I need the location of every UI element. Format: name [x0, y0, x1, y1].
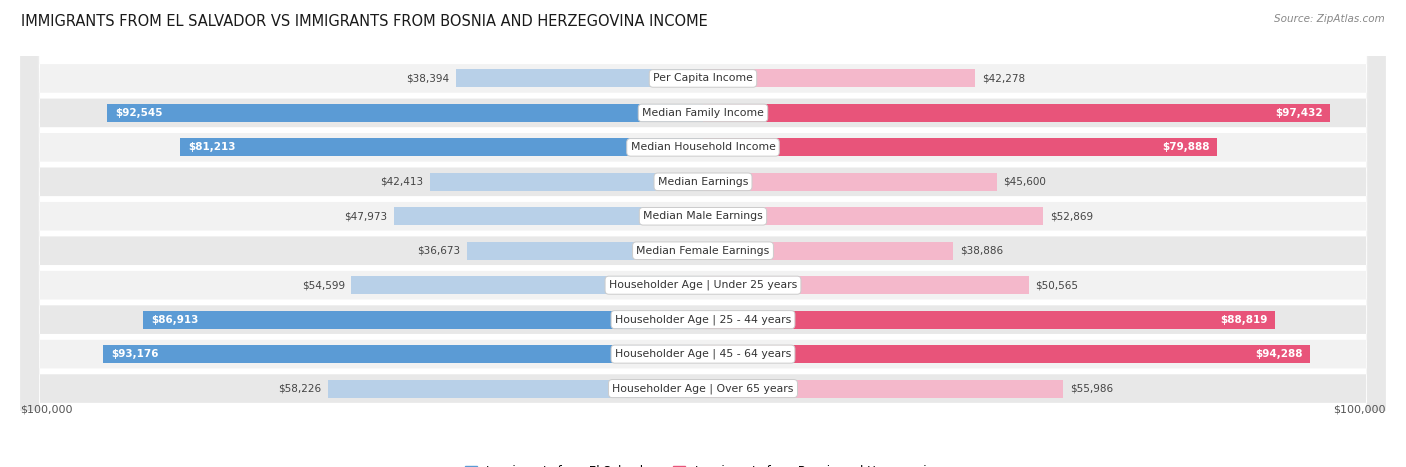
Bar — [394, 207, 703, 225]
Text: $55,986: $55,986 — [1070, 383, 1114, 394]
FancyBboxPatch shape — [21, 0, 1385, 467]
Text: Median Male Earnings: Median Male Earnings — [643, 211, 763, 221]
Text: $38,886: $38,886 — [960, 246, 1002, 256]
Text: $94,288: $94,288 — [1256, 349, 1302, 359]
Bar — [703, 138, 1218, 156]
Text: Householder Age | Over 65 years: Householder Age | Over 65 years — [612, 383, 794, 394]
FancyBboxPatch shape — [21, 0, 1385, 467]
FancyBboxPatch shape — [21, 0, 1385, 467]
Bar — [328, 380, 703, 397]
Legend: Immigrants from El Salvador, Immigrants from Bosnia and Herzegovina: Immigrants from El Salvador, Immigrants … — [460, 460, 946, 467]
FancyBboxPatch shape — [21, 0, 1385, 467]
Text: $79,888: $79,888 — [1163, 142, 1209, 152]
Text: $100,000: $100,000 — [1333, 405, 1385, 415]
Text: $58,226: $58,226 — [278, 383, 322, 394]
FancyBboxPatch shape — [21, 0, 1385, 467]
Text: Median Family Income: Median Family Income — [643, 108, 763, 118]
Bar — [143, 311, 703, 329]
Text: Median Earnings: Median Earnings — [658, 177, 748, 187]
Bar — [456, 70, 703, 87]
FancyBboxPatch shape — [21, 0, 1385, 467]
Bar — [703, 207, 1043, 225]
Bar — [703, 104, 1330, 122]
Text: $93,176: $93,176 — [111, 349, 159, 359]
Text: $54,599: $54,599 — [302, 280, 344, 290]
Text: $81,213: $81,213 — [188, 142, 235, 152]
Bar — [180, 138, 703, 156]
Bar — [703, 70, 976, 87]
Text: $86,913: $86,913 — [150, 315, 198, 325]
Text: $52,869: $52,869 — [1050, 211, 1092, 221]
Text: $47,973: $47,973 — [344, 211, 388, 221]
Text: $88,819: $88,819 — [1220, 315, 1267, 325]
Text: Median Household Income: Median Household Income — [630, 142, 776, 152]
FancyBboxPatch shape — [21, 0, 1385, 467]
Text: $50,565: $50,565 — [1035, 280, 1078, 290]
Text: Householder Age | 45 - 64 years: Householder Age | 45 - 64 years — [614, 349, 792, 359]
Bar — [703, 380, 1063, 397]
Bar — [352, 276, 703, 294]
Text: $97,432: $97,432 — [1275, 108, 1323, 118]
FancyBboxPatch shape — [21, 0, 1385, 467]
Text: $100,000: $100,000 — [21, 405, 73, 415]
Text: $42,278: $42,278 — [981, 73, 1025, 84]
Bar — [103, 345, 703, 363]
Text: $36,673: $36,673 — [418, 246, 460, 256]
Bar — [703, 173, 997, 191]
Bar — [467, 242, 703, 260]
Text: Householder Age | 25 - 44 years: Householder Age | 25 - 44 years — [614, 314, 792, 325]
Text: $38,394: $38,394 — [406, 73, 450, 84]
Bar — [703, 311, 1275, 329]
Text: Per Capita Income: Per Capita Income — [652, 73, 754, 84]
Bar — [703, 276, 1029, 294]
Bar — [703, 345, 1310, 363]
FancyBboxPatch shape — [21, 0, 1385, 467]
FancyBboxPatch shape — [21, 0, 1385, 467]
Text: $45,600: $45,600 — [1002, 177, 1046, 187]
Text: IMMIGRANTS FROM EL SALVADOR VS IMMIGRANTS FROM BOSNIA AND HERZEGOVINA INCOME: IMMIGRANTS FROM EL SALVADOR VS IMMIGRANT… — [21, 14, 707, 29]
Text: $92,545: $92,545 — [115, 108, 162, 118]
Bar — [430, 173, 703, 191]
Bar — [107, 104, 703, 122]
Text: Householder Age | Under 25 years: Householder Age | Under 25 years — [609, 280, 797, 290]
Text: Source: ZipAtlas.com: Source: ZipAtlas.com — [1274, 14, 1385, 24]
Bar — [703, 242, 953, 260]
Text: $42,413: $42,413 — [381, 177, 423, 187]
Text: Median Female Earnings: Median Female Earnings — [637, 246, 769, 256]
